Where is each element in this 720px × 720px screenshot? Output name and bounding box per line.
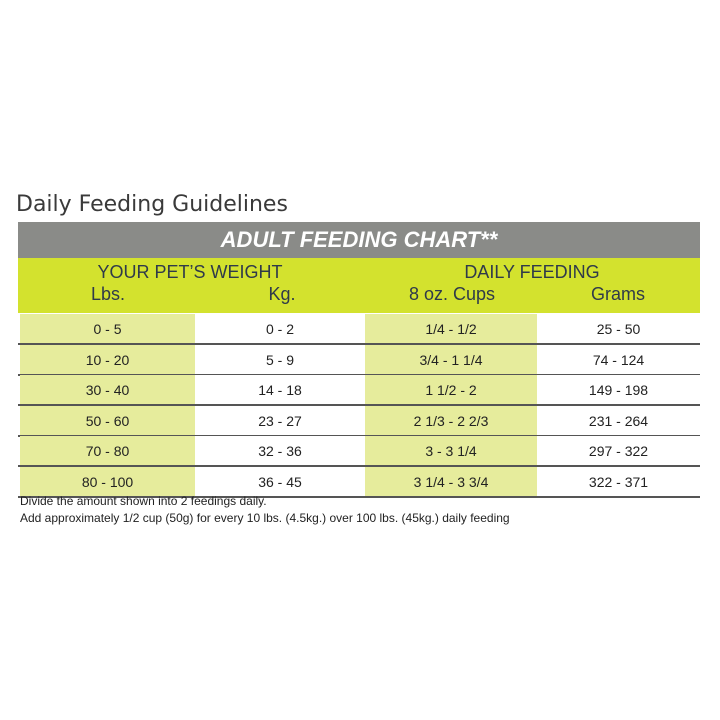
table-cell: 14 - 18 — [195, 375, 365, 405]
row-rule — [18, 373, 700, 376]
table-cell: 0 - 2 — [195, 314, 365, 344]
table-cell: 5 - 9 — [195, 344, 365, 375]
table-cell: 36 - 45 — [195, 466, 365, 497]
table-cell: 1/4 - 1/2 — [365, 314, 537, 344]
table-cell: 0 - 5 — [20, 314, 195, 344]
table-cell: 1 1/2 - 2 — [365, 375, 537, 405]
table-cell: 322 - 371 — [537, 466, 700, 497]
column-header: Kg. — [268, 284, 296, 304]
column-header: Lbs. — [90, 284, 126, 304]
table-cell: 74 - 124 — [537, 344, 700, 375]
table-cell: 32 - 36 — [195, 436, 365, 466]
table-cell: 297 - 322 — [537, 436, 700, 466]
row-rule — [18, 495, 700, 498]
table-header: YOUR PET’S WEIGHT DAILY FEEDING Lbs. Kg.… — [18, 258, 700, 313]
banner: ADULT FEEDING CHART** — [18, 222, 700, 258]
table-cell: 3/4 - 1 1/4 — [365, 344, 537, 375]
footnote: Add approximately 1/2 cup (50g) for ever… — [20, 511, 510, 525]
row-rule — [18, 343, 700, 345]
row-rule — [18, 465, 700, 467]
table-cell: 25 - 50 — [537, 314, 700, 344]
table-cell: 149 - 198 — [537, 375, 700, 405]
table-cell: 23 - 27 — [195, 405, 365, 436]
title: Daily Feeding Guidelines — [16, 192, 288, 217]
group-header: YOUR PET’S WEIGHT — [97, 262, 283, 282]
table-cell: 10 - 20 — [20, 344, 195, 375]
table-cell: 3 - 3 1/4 — [365, 436, 537, 466]
table-cell: 231 - 264 — [537, 405, 700, 436]
table-cell: 3 1/4 - 3 3/4 — [365, 466, 537, 497]
table-cell: 70 - 80 — [20, 436, 195, 466]
column-header: 8 oz. Cups — [408, 284, 496, 304]
table-cell: 2 1/3 - 2 2/3 — [365, 405, 537, 436]
row-rule — [18, 404, 700, 406]
row-rule — [18, 434, 700, 437]
table-cell: 50 - 60 — [20, 405, 195, 436]
table-cell: 30 - 40 — [20, 375, 195, 405]
column-header: Grams — [591, 284, 645, 304]
footnote: Divide the amount shown into 2 feedings … — [20, 494, 267, 508]
group-header: DAILY FEEDING — [464, 262, 600, 282]
table-cell: 80 - 100 — [20, 466, 195, 497]
